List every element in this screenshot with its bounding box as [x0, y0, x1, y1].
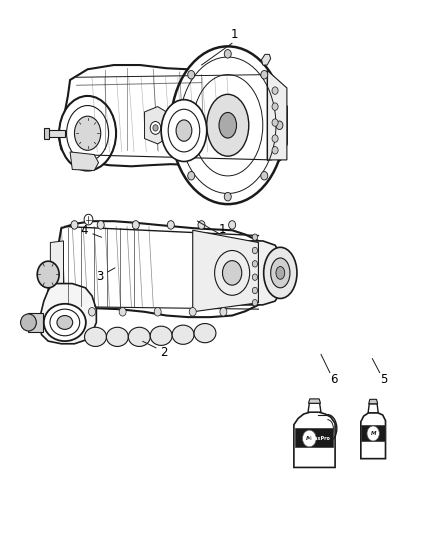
- Text: M: M: [306, 436, 312, 441]
- Circle shape: [276, 121, 283, 130]
- Circle shape: [224, 50, 231, 58]
- Text: M: M: [371, 431, 376, 436]
- Circle shape: [272, 135, 278, 142]
- Text: 2: 2: [160, 346, 168, 359]
- Text: MaxPro: MaxPro: [309, 436, 330, 441]
- Polygon shape: [48, 221, 258, 317]
- Ellipse shape: [44, 304, 86, 341]
- Text: MaxPro: MaxPro: [364, 421, 382, 425]
- Circle shape: [150, 122, 161, 134]
- Ellipse shape: [223, 261, 242, 285]
- Circle shape: [220, 308, 227, 316]
- Polygon shape: [361, 413, 385, 458]
- Polygon shape: [369, 399, 378, 404]
- Polygon shape: [232, 241, 280, 305]
- Ellipse shape: [85, 327, 106, 346]
- Ellipse shape: [21, 314, 36, 331]
- Polygon shape: [50, 241, 64, 300]
- Ellipse shape: [219, 112, 237, 138]
- Text: 4: 4: [80, 224, 88, 237]
- Circle shape: [154, 308, 161, 316]
- Polygon shape: [308, 399, 321, 403]
- Polygon shape: [308, 403, 321, 412]
- Circle shape: [229, 221, 236, 229]
- Text: 3: 3: [96, 270, 103, 282]
- Ellipse shape: [59, 96, 116, 171]
- Polygon shape: [48, 130, 65, 137]
- Circle shape: [224, 192, 231, 201]
- Text: 1: 1: [219, 223, 226, 236]
- Ellipse shape: [57, 316, 73, 329]
- Circle shape: [252, 287, 258, 294]
- Text: 1: 1: [230, 28, 238, 41]
- Polygon shape: [267, 70, 287, 160]
- Circle shape: [303, 430, 316, 447]
- Circle shape: [189, 308, 196, 316]
- Circle shape: [252, 234, 258, 240]
- Circle shape: [252, 300, 258, 306]
- Polygon shape: [261, 54, 271, 65]
- Polygon shape: [44, 128, 49, 139]
- Text: 6: 6: [330, 373, 338, 386]
- Circle shape: [132, 221, 139, 229]
- Polygon shape: [368, 404, 378, 413]
- Ellipse shape: [161, 100, 207, 161]
- Circle shape: [272, 147, 278, 154]
- Ellipse shape: [207, 94, 249, 156]
- Circle shape: [84, 214, 93, 225]
- Circle shape: [153, 125, 158, 131]
- Ellipse shape: [171, 46, 285, 204]
- Circle shape: [367, 426, 379, 441]
- Ellipse shape: [194, 324, 216, 343]
- Circle shape: [272, 103, 278, 110]
- Circle shape: [88, 308, 95, 316]
- Circle shape: [252, 261, 258, 267]
- Circle shape: [261, 70, 268, 79]
- Ellipse shape: [172, 325, 194, 344]
- Text: 5: 5: [380, 373, 387, 386]
- Circle shape: [188, 70, 195, 79]
- Ellipse shape: [271, 258, 290, 288]
- Circle shape: [252, 247, 258, 254]
- Polygon shape: [59, 65, 287, 168]
- Circle shape: [173, 121, 180, 130]
- Circle shape: [71, 221, 78, 229]
- Circle shape: [198, 221, 205, 229]
- Circle shape: [188, 172, 195, 180]
- Ellipse shape: [74, 116, 101, 150]
- Polygon shape: [70, 152, 99, 171]
- Ellipse shape: [106, 327, 128, 346]
- Circle shape: [167, 221, 174, 229]
- Ellipse shape: [150, 326, 172, 345]
- Ellipse shape: [128, 327, 150, 346]
- FancyBboxPatch shape: [295, 429, 332, 447]
- Polygon shape: [294, 412, 335, 467]
- Ellipse shape: [176, 120, 192, 141]
- Ellipse shape: [37, 261, 59, 288]
- Polygon shape: [39, 284, 96, 344]
- Circle shape: [261, 172, 268, 180]
- Circle shape: [119, 308, 126, 316]
- Text: MoopPro: MoopPro: [306, 424, 323, 428]
- Polygon shape: [145, 107, 166, 144]
- Circle shape: [272, 87, 278, 94]
- FancyBboxPatch shape: [361, 425, 385, 441]
- Circle shape: [272, 119, 278, 126]
- Ellipse shape: [276, 266, 285, 279]
- Polygon shape: [193, 230, 258, 312]
- Polygon shape: [28, 313, 43, 332]
- Ellipse shape: [264, 247, 297, 298]
- Ellipse shape: [207, 241, 258, 305]
- Circle shape: [252, 274, 258, 280]
- Circle shape: [97, 221, 104, 229]
